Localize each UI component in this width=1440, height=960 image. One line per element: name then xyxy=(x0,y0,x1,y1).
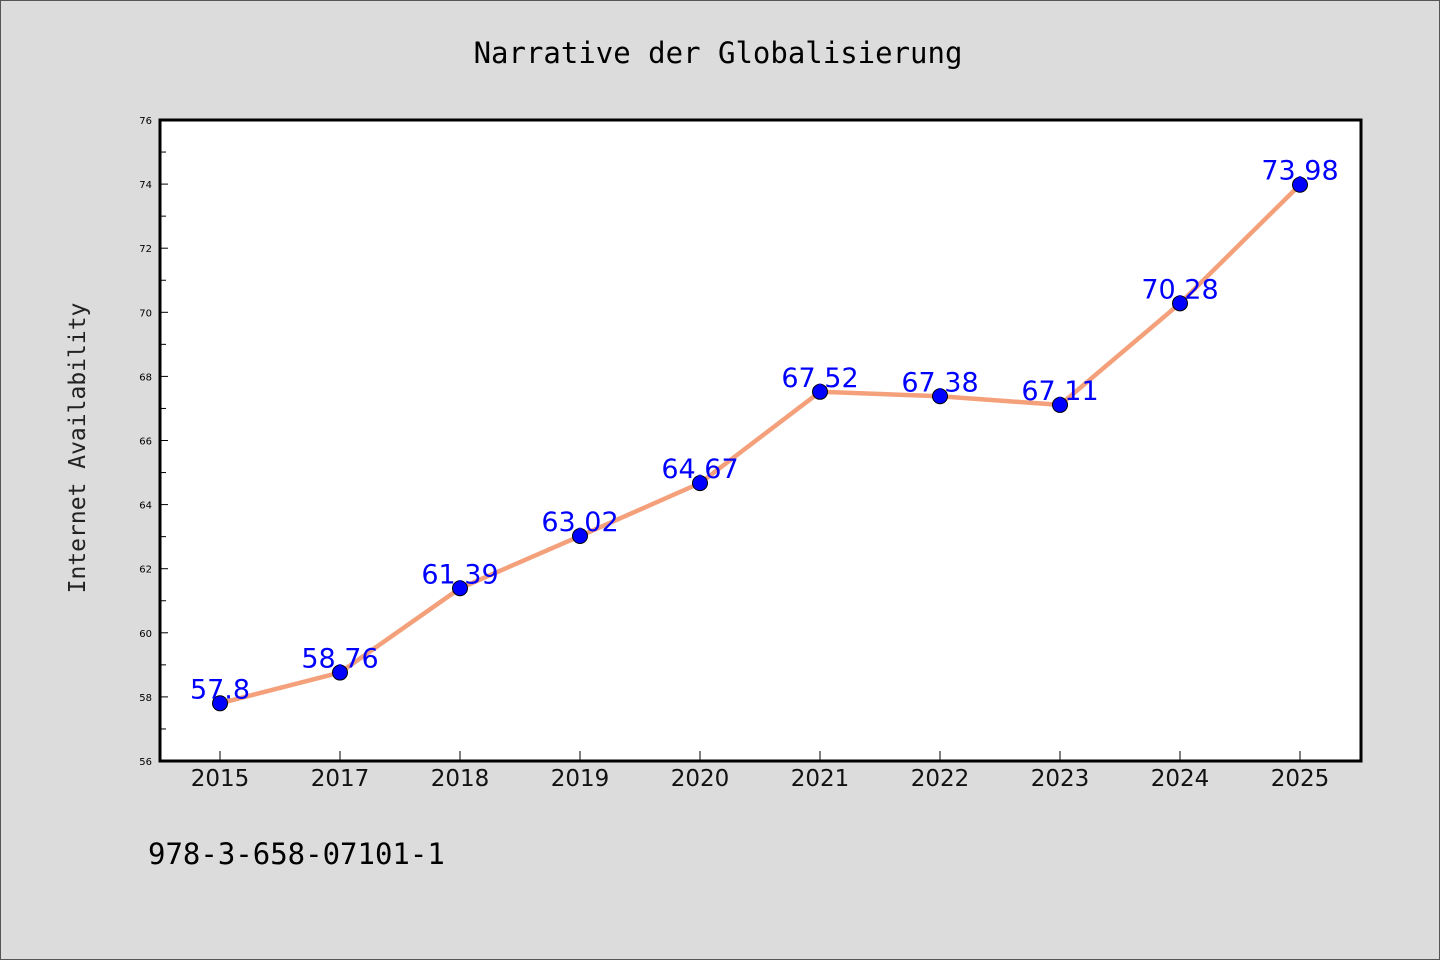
x-axis-ticks: 2015 2017 2018 2019 2020 2021 2022 2023 2024 2025 xyxy=(191,751,1330,792)
data-point xyxy=(932,388,948,405)
data-point xyxy=(1172,295,1188,312)
data-label: 63.02 xyxy=(541,507,618,538)
x-tick-label: 2023 xyxy=(1031,766,1090,792)
data-point xyxy=(692,475,708,492)
data-label: 67.52 xyxy=(781,363,858,394)
isbn-label: 978-3-658-07101-1 xyxy=(148,837,445,871)
data-point xyxy=(332,664,348,681)
y-tick-label: 70 xyxy=(139,308,152,319)
y-tick-label: 62 xyxy=(139,565,152,576)
data-point xyxy=(1292,176,1308,193)
data-label: 67.11 xyxy=(1021,376,1098,407)
y-tick-label: 76 xyxy=(139,116,152,127)
data-label: 58.76 xyxy=(301,644,378,675)
data-label: 57.8 xyxy=(190,674,250,705)
y-tick-label: 64 xyxy=(139,501,152,512)
data-point xyxy=(812,383,828,400)
x-tick-label: 2025 xyxy=(1271,766,1330,792)
plot-area xyxy=(158,118,1363,763)
x-tick-label: 2024 xyxy=(1151,766,1210,792)
y-tick-label: 68 xyxy=(139,372,152,383)
x-tick-label: 2022 xyxy=(911,766,970,792)
y-tick-label: 60 xyxy=(139,629,152,640)
x-tick-label: 2019 xyxy=(551,766,610,792)
x-tick-label: 2015 xyxy=(191,766,250,792)
y-tick-label: 72 xyxy=(139,244,152,255)
chart-title: Narrative der Globalisierung xyxy=(474,36,963,70)
x-tick-label: 2018 xyxy=(431,766,490,792)
data-point xyxy=(572,528,588,545)
data-label: 70.28 xyxy=(1141,274,1218,305)
data-label: 73.98 xyxy=(1261,156,1338,187)
y-axis-ticks: 56 58 60 62 64 66 68 70 72 74 76 xyxy=(139,116,168,768)
y-tick-label: 58 xyxy=(139,693,152,704)
series-layer: 57.8 58.76 61.39 63.02 64.67 67.52 67.38 67.11 7… xyxy=(190,156,1339,712)
data-point xyxy=(212,695,228,712)
y-tick-label: 74 xyxy=(139,180,152,191)
data-label: 64.67 xyxy=(661,454,738,485)
series-line xyxy=(217,182,1303,706)
y-axis-label: Internet Availability xyxy=(65,303,91,594)
x-tick-label: 2017 xyxy=(311,766,370,792)
data-point xyxy=(452,580,468,597)
data-point xyxy=(1052,396,1068,413)
data-label: 61.39 xyxy=(421,559,498,590)
data-label: 67.38 xyxy=(901,367,978,398)
x-tick-label: 2020 xyxy=(671,766,730,792)
y-tick-label: 56 xyxy=(139,757,152,768)
y-tick-label: 66 xyxy=(139,437,152,448)
x-tick-label: 2021 xyxy=(791,766,850,792)
